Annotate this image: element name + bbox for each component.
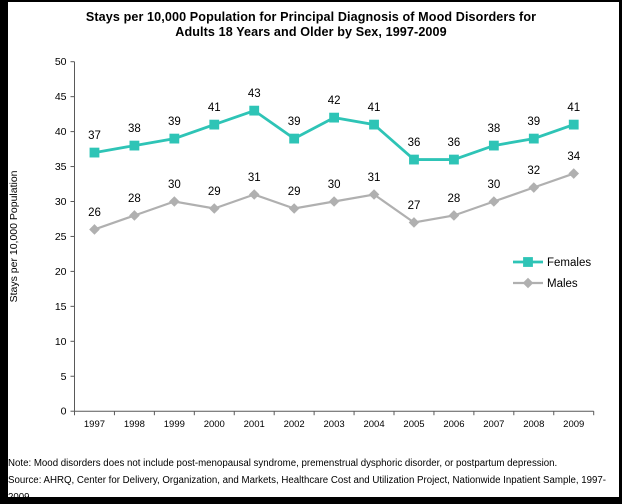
svg-text:32: 32 (527, 165, 540, 177)
svg-text:41: 41 (208, 102, 221, 114)
svg-text:45: 45 (55, 91, 67, 103)
svg-text:28: 28 (128, 193, 141, 205)
svg-text:Females: Females (547, 257, 591, 269)
svg-text:31: 31 (248, 172, 261, 184)
svg-text:39: 39 (527, 116, 540, 128)
svg-text:2008: 2008 (523, 419, 544, 430)
svg-text:39: 39 (288, 116, 301, 128)
svg-text:15: 15 (55, 301, 67, 313)
svg-text:26: 26 (88, 207, 101, 219)
svg-text:2002: 2002 (284, 419, 305, 430)
svg-text:41: 41 (567, 102, 580, 114)
svg-text:27: 27 (408, 200, 421, 212)
svg-text:35: 35 (55, 161, 67, 173)
svg-text:39: 39 (168, 116, 181, 128)
svg-text:29: 29 (208, 186, 221, 198)
svg-text:30: 30 (487, 179, 500, 191)
svg-text:28: 28 (448, 193, 461, 205)
svg-text:Males: Males (547, 278, 578, 290)
svg-text:38: 38 (487, 123, 500, 135)
svg-text:2006: 2006 (443, 419, 464, 430)
svg-text:1998: 1998 (124, 419, 145, 430)
svg-text:43: 43 (248, 88, 261, 100)
svg-text:30: 30 (328, 179, 341, 191)
svg-text:20: 20 (55, 266, 67, 278)
svg-text:2005: 2005 (403, 419, 424, 430)
svg-text:40: 40 (55, 126, 67, 138)
svg-text:29: 29 (288, 186, 301, 198)
svg-text:50: 50 (55, 56, 67, 68)
svg-text:1999: 1999 (164, 419, 185, 430)
svg-text:2004: 2004 (363, 419, 384, 430)
svg-text:2000: 2000 (204, 419, 225, 430)
svg-text:37: 37 (88, 130, 101, 142)
svg-text:36: 36 (408, 137, 421, 149)
svg-text:34: 34 (567, 151, 580, 163)
svg-text:31: 31 (368, 172, 381, 184)
svg-text:2001: 2001 (244, 419, 265, 430)
svg-text:5: 5 (61, 371, 67, 383)
svg-text:30: 30 (55, 196, 67, 208)
svg-text:25: 25 (55, 231, 67, 243)
svg-text:2003: 2003 (324, 419, 345, 430)
svg-text:2007: 2007 (483, 419, 504, 430)
svg-text:41: 41 (368, 102, 381, 114)
svg-text:0: 0 (61, 406, 67, 418)
svg-text:38: 38 (128, 123, 141, 135)
svg-text:30: 30 (168, 179, 181, 191)
svg-text:2009: 2009 (563, 419, 584, 430)
svg-text:1997: 1997 (84, 419, 105, 430)
svg-text:42: 42 (328, 95, 341, 107)
svg-text:Stays per 10,000 Population: Stays per 10,000 Population (8, 170, 20, 302)
svg-text:36: 36 (448, 137, 461, 149)
svg-text:10: 10 (55, 336, 67, 348)
